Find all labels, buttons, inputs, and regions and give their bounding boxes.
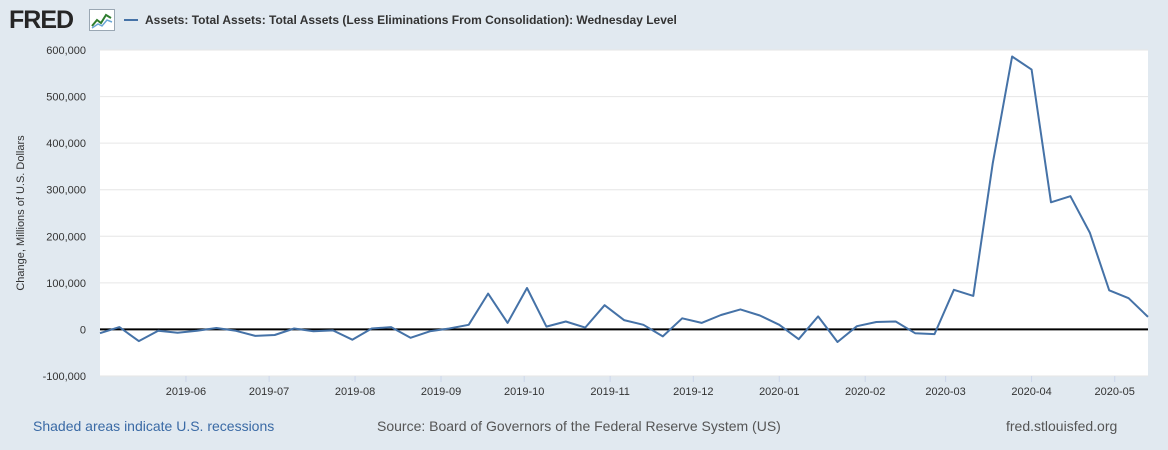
x-tick-label: 2019-06 bbox=[166, 386, 206, 398]
y-tick-label: 0 bbox=[80, 324, 86, 336]
data-point bbox=[913, 331, 917, 335]
data-point bbox=[661, 334, 665, 338]
data-point bbox=[971, 294, 975, 298]
y-axis-title: Change, Millions of U.S. Dollars bbox=[15, 135, 27, 291]
fred-url[interactable]: fred.stlouisfed.org bbox=[1006, 418, 1118, 434]
data-point bbox=[253, 334, 257, 338]
data-point bbox=[1088, 231, 1092, 235]
data-point bbox=[680, 316, 684, 320]
x-tick-label: 2020-01 bbox=[759, 386, 799, 398]
data-point bbox=[312, 329, 316, 333]
x-tick-label: 2020-03 bbox=[925, 386, 965, 398]
data-point bbox=[428, 329, 432, 333]
data-point bbox=[1068, 194, 1072, 198]
data-point bbox=[583, 326, 587, 330]
data-point bbox=[952, 288, 956, 292]
data-point bbox=[350, 338, 354, 342]
data-point bbox=[195, 329, 199, 333]
data-point bbox=[758, 314, 762, 318]
data-point bbox=[1107, 288, 1111, 292]
y-tick-label: 200,000 bbox=[46, 231, 86, 243]
x-tick-label: 2019-08 bbox=[335, 386, 375, 398]
data-point bbox=[331, 328, 335, 332]
series-line[interactable] bbox=[99, 55, 1149, 343]
data-point bbox=[797, 337, 801, 341]
x-ticks bbox=[185, 376, 1116, 382]
y-tick-label: 400,000 bbox=[46, 138, 86, 150]
chart-header: FRED Assets: Total Assets: Total Assets … bbox=[0, 0, 1168, 40]
y-tick-label: 100,000 bbox=[46, 278, 86, 290]
data-point bbox=[214, 326, 218, 330]
data-point bbox=[719, 313, 723, 317]
x-tick-label: 2020-05 bbox=[1095, 386, 1135, 398]
data-point bbox=[525, 286, 529, 290]
y-tick-label: 600,000 bbox=[46, 45, 86, 57]
fred-logo[interactable]: FRED bbox=[9, 6, 74, 34]
data-point bbox=[816, 314, 820, 318]
source-note: Source: Board of Governors of the Federa… bbox=[377, 418, 781, 434]
plot-area bbox=[100, 50, 1148, 376]
x-tick-label: 2020-04 bbox=[1011, 386, 1051, 398]
x-tick-label: 2019-12 bbox=[673, 386, 713, 398]
data-point bbox=[1127, 296, 1131, 300]
chart-legend[interactable]: Assets: Total Assets: Total Assets (Less… bbox=[124, 11, 677, 29]
x-tick-label: 2019-09 bbox=[421, 386, 461, 398]
data-point bbox=[292, 327, 296, 331]
data-point bbox=[370, 327, 374, 331]
data-point bbox=[894, 320, 898, 324]
data-point bbox=[506, 321, 510, 325]
data-point bbox=[467, 323, 471, 327]
y-tick-label: -100,000 bbox=[43, 371, 86, 383]
legend-swatch bbox=[124, 19, 138, 21]
x-tick-label: 2019-07 bbox=[249, 386, 289, 398]
data-point bbox=[874, 320, 878, 324]
data-point bbox=[137, 339, 141, 343]
x-tick-labels: 2019-06 2019-07 2019-08 2019-09 2019-10 2019-… bbox=[166, 386, 1135, 398]
chart-canvas: -100,000 0 100,000 200,000 300,000 400,000 500… bbox=[15, 45, 1150, 398]
data-point bbox=[409, 336, 413, 340]
data-point bbox=[738, 307, 742, 311]
data-point bbox=[486, 292, 490, 296]
data-point bbox=[933, 332, 937, 336]
data-point bbox=[641, 323, 645, 327]
data-point bbox=[1010, 55, 1014, 59]
data-point bbox=[176, 331, 180, 335]
data-point bbox=[98, 331, 102, 335]
data-point bbox=[1146, 315, 1150, 319]
data-point bbox=[1030, 68, 1034, 72]
y-tick-label: 500,000 bbox=[46, 92, 86, 104]
x-tick-label: 2019-11 bbox=[590, 386, 630, 398]
y-tick-labels: -100,000 0 100,000 200,000 300,000 400,000 500… bbox=[43, 45, 86, 383]
y-gridlines bbox=[100, 49, 1148, 377]
fred-logo-graph-icon bbox=[89, 9, 115, 31]
data-point bbox=[1049, 200, 1053, 204]
legend-label: Assets: Total Assets: Total Assets (Less… bbox=[145, 13, 677, 27]
data-point bbox=[622, 318, 626, 322]
data-point bbox=[836, 340, 840, 344]
data-point bbox=[777, 323, 781, 327]
data-point bbox=[544, 325, 548, 329]
data-point bbox=[855, 324, 859, 328]
recession-note-link[interactable]: Shaded areas indicate U.S. recessions bbox=[33, 418, 275, 434]
data-point bbox=[991, 162, 995, 166]
x-tick-label: 2019-10 bbox=[504, 386, 544, 398]
data-point bbox=[564, 320, 568, 324]
data-point bbox=[117, 325, 121, 329]
data-point bbox=[447, 327, 451, 331]
data-point bbox=[156, 329, 160, 333]
y-tick-label: 300,000 bbox=[46, 185, 86, 197]
data-point bbox=[389, 325, 393, 329]
x-tick-label: 2020-02 bbox=[845, 386, 885, 398]
data-point bbox=[700, 321, 704, 325]
data-point bbox=[234, 329, 238, 333]
data-point bbox=[273, 333, 277, 337]
data-point bbox=[603, 303, 607, 307]
